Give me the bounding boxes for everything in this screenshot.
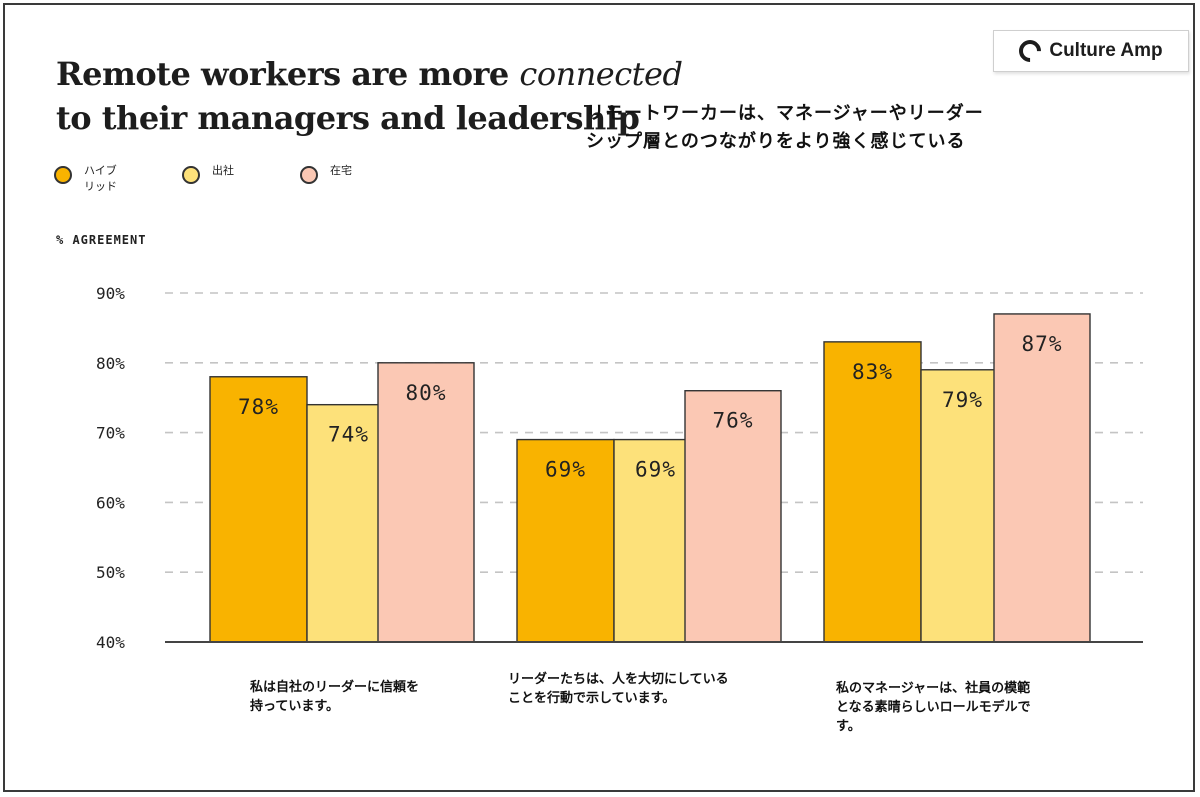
logo-text: Culture Amp [1049, 40, 1163, 61]
data-label-office-3: 79% [942, 388, 983, 412]
data-label-office-1: 74% [328, 423, 369, 447]
category-label-2: リーダーたちは、人を大切にしている ことを行動で示しています。 [508, 670, 729, 708]
chart-title-jp: リモートワーカーは、マネージャーやリーダー シップ層とのつながりをより強く感じて… [586, 100, 984, 156]
legend-label-office: 出社 [212, 164, 234, 177]
category-label-1-line1: 私は自社のリーダーに信頼を [250, 680, 420, 695]
legend-label-hybrid-line1: ハイブ [84, 164, 117, 177]
category-label-2-line2: ことを行動で示しています。 [508, 691, 676, 706]
y-tick-label-70: 70% [96, 424, 125, 443]
legend-swatch-office [182, 166, 200, 184]
bar-hybrid-3 [823, 341, 922, 643]
data-label-hybrid-1: 78% [238, 395, 279, 419]
data-label-remote-1: 80% [406, 381, 447, 405]
data-label-hybrid-3: 83% [852, 360, 893, 384]
bar-remote-3 [993, 313, 1091, 643]
legend-swatch-hybrid [54, 166, 72, 184]
title-jp-line1: リモートワーカーは、マネージャーやリーダー [586, 103, 984, 124]
data-label-office-2: 69% [635, 458, 676, 482]
y-tick-label-90: 90% [96, 284, 125, 303]
y-tick-label-80: 80% [96, 354, 125, 373]
category-label-3-line3: す。 [836, 719, 861, 734]
data-label-remote-3: 87% [1022, 332, 1063, 356]
chart-frame [3, 3, 1195, 792]
title-line2: to their managers and leadership [56, 99, 640, 137]
legend-item-office: 出社 [182, 163, 252, 184]
y-axis-label: % AGREEMENT [56, 233, 147, 247]
bar-office-1 [306, 403, 391, 643]
category-label-3-line2: となる素晴らしいロールモデルで [836, 700, 1031, 715]
data-label-hybrid-2: 69% [545, 458, 586, 482]
legend-item-remote: 在宅 [300, 163, 370, 184]
category-label-3-line1: 私のマネージャーは、社員の模範 [836, 681, 1031, 696]
title-line1: Remote workers are more [56, 55, 520, 93]
category-label-2-line1: リーダーたちは、人を大切にしている [508, 672, 729, 687]
culture-amp-logo: Culture Amp [993, 30, 1189, 72]
category-label-3: 私のマネージャーは、社員の模範 となる素晴らしいロールモデルで す。 [836, 679, 1031, 736]
y-tick-label-60: 60% [96, 493, 125, 512]
legend-label-hybrid-line2: リッド [84, 180, 117, 193]
legend-label-remote: 在宅 [330, 164, 352, 177]
y-tick-label-50: 50% [96, 563, 125, 582]
category-label-1: 私は自社のリーダーに信頼を 持っています。 [250, 678, 419, 716]
bar-office-2 [613, 438, 698, 643]
legend-item-hybrid: ハイブ リッド [54, 163, 124, 195]
bar-hybrid-2 [516, 438, 615, 643]
title-jp-line2: シップ層とのつながりをより強く感じている [586, 131, 966, 152]
legend-label-hybrid: ハイブ リッド [84, 163, 124, 195]
legend-swatch-remote [300, 166, 318, 184]
title-script-word: connected [519, 55, 683, 93]
y-tick-label-40: 40% [96, 633, 125, 652]
category-label-1-line2: 持っています。 [250, 699, 340, 714]
bar-remote-1 [377, 362, 475, 643]
chart-title-en: Remote workers are more connected to the… [56, 52, 683, 140]
bar-hybrid-1 [209, 376, 308, 643]
data-label-remote-2: 76% [713, 409, 754, 433]
bar-remote-2 [684, 390, 782, 643]
